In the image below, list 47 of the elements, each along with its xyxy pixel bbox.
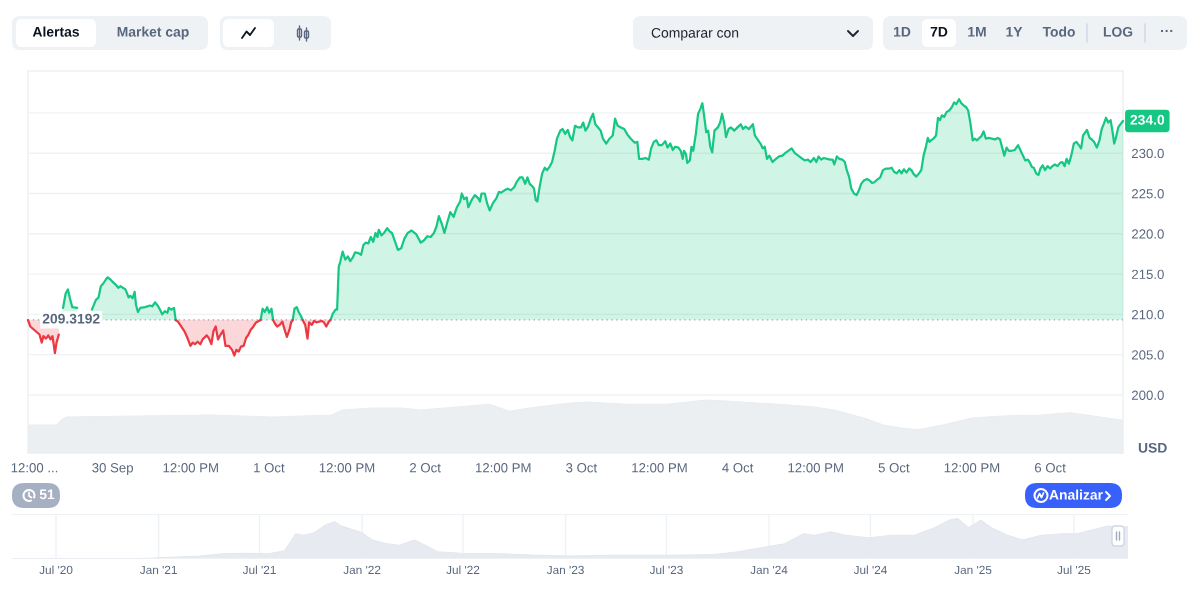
x-tick-label: Jul '20 — [39, 565, 73, 575]
text: LOG — [1103, 26, 1133, 37]
text: 7D — [930, 27, 948, 37]
x-tick-label: 12:00 PM — [319, 463, 375, 473]
x-tick-label: Jul '21 — [242, 565, 276, 575]
y-tick-label: 215.0 — [1132, 269, 1164, 279]
text: Todo — [1042, 26, 1075, 37]
y-axis-title: USD — [1138, 442, 1167, 453]
text: 1D — [894, 27, 911, 37]
y-tick-label: 230.0 — [1132, 148, 1164, 159]
ref-line-label: 209.3192 — [42, 313, 100, 324]
y-tick-label: 200.0 — [1132, 390, 1164, 400]
x-tick-label: Jan '23 — [546, 565, 584, 575]
y-tick-label: 210.0 — [1132, 309, 1164, 320]
x-tick-label: Jul '23 — [649, 565, 683, 575]
x-tick-label: 12:00 PM — [788, 463, 843, 473]
x-tick-label: 1 Oct — [254, 463, 285, 473]
text: Market cap — [117, 26, 189, 40]
x-tick-label: 5 Oct — [878, 463, 910, 473]
x-tick-label: 12:00 PM — [476, 463, 531, 473]
text: Analizar — [1049, 489, 1103, 500]
x-tick-label: Jul '22 — [446, 565, 480, 575]
annotation: 234.0 — [1130, 114, 1165, 125]
y-tick-label: 225.0 — [1132, 189, 1164, 199]
text: ··· — [1161, 29, 1173, 32]
x-tick-label: 12:00 PM — [632, 463, 687, 473]
x-tick-label: 12:00 PM — [163, 463, 218, 473]
text: Comparar con — [651, 27, 739, 41]
x-tick-label: 12:00 PM — [944, 463, 1000, 473]
x-tick-label: Jan '24 — [750, 565, 788, 575]
x-tick-label: 12:00 ... — [11, 463, 58, 473]
x-tick-label: Jul '25 — [1057, 565, 1091, 575]
x-tick-label: Jan '22 — [343, 565, 381, 575]
text: 1M — [968, 27, 986, 37]
x-tick-label: 2 Oct — [410, 463, 441, 473]
x-tick-label: Jul '24 — [853, 565, 887, 575]
y-tick-label: 220.0 — [1132, 229, 1164, 239]
y-tick-label: 205.0 — [1132, 350, 1164, 360]
text: 51 — [39, 489, 55, 500]
x-tick-label: Jan '25 — [954, 565, 992, 575]
x-tick-label: 4 Oct — [722, 463, 754, 473]
x-tick-label: 3 Oct — [566, 463, 598, 473]
x-tick-label: Jan '21 — [139, 565, 177, 575]
x-tick-label: 6 Oct — [1034, 463, 1066, 473]
x-tick-label: 30 Sep — [92, 463, 133, 476]
text: Alertas — [32, 26, 79, 37]
text: 1Y — [1006, 27, 1023, 37]
